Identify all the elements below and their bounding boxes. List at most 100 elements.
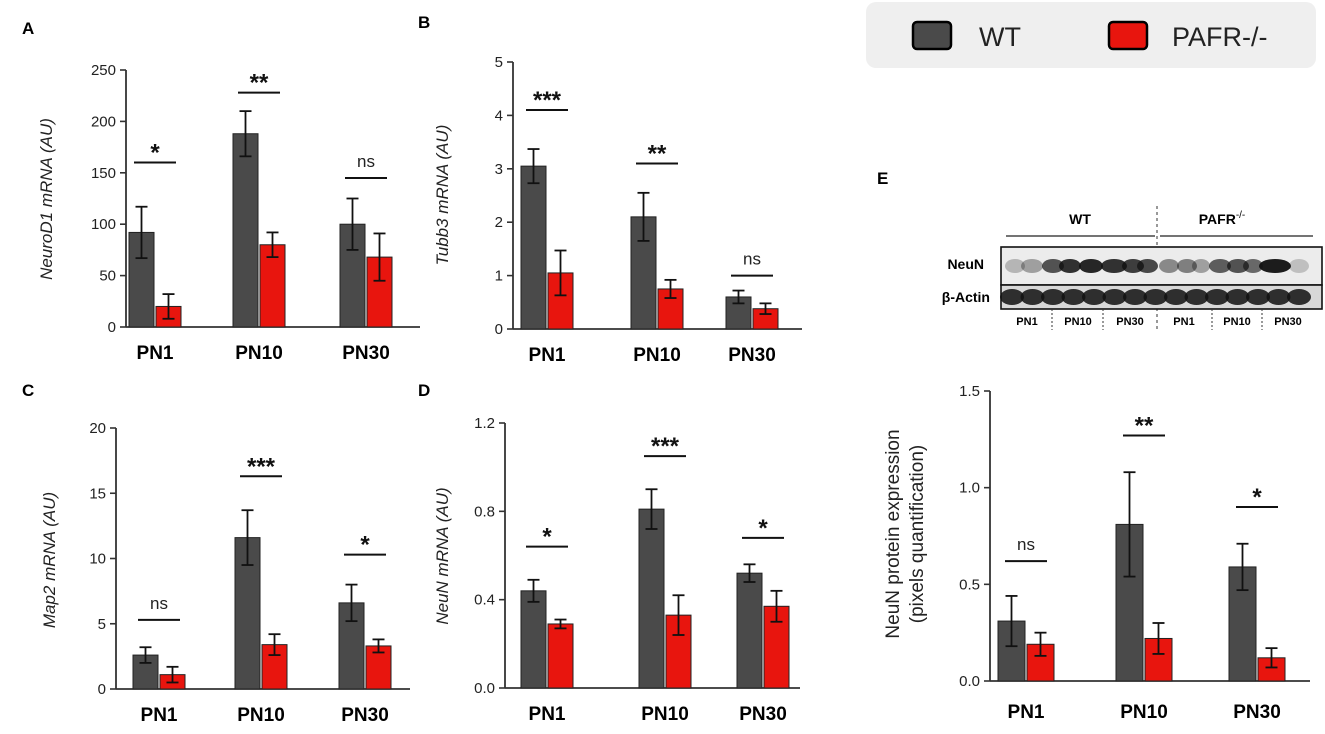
- y-tick-label: 100: [91, 216, 116, 233]
- y-axis-label: NeuroD1 mRNA (AU): [37, 118, 56, 280]
- y-tick-label: 0: [495, 321, 503, 338]
- panel-letter-e: E: [877, 169, 888, 188]
- significance-label: **: [1135, 412, 1154, 439]
- blot-lane-label: PN30: [1274, 316, 1302, 328]
- legend-background: [866, 2, 1316, 68]
- blot-lane-label: PN10: [1223, 316, 1251, 328]
- y-tick-label: 5: [98, 616, 106, 633]
- y-axis-label: NeuN protein expression: [883, 429, 904, 638]
- error-bar: [554, 618, 567, 630]
- x-tick-label: PN30: [1233, 702, 1281, 723]
- significance-label: ***: [533, 87, 562, 114]
- neun-band: [1137, 259, 1158, 273]
- neun-band: [1005, 259, 1025, 273]
- actin-band: [1266, 289, 1291, 305]
- y-tick-label: 2: [495, 214, 503, 231]
- blot-lane-label: PN30: [1116, 316, 1144, 328]
- bar-wt: [232, 133, 259, 328]
- bar-pafr: [547, 623, 574, 689]
- significance-label: *: [360, 532, 370, 559]
- error-bar: [241, 509, 254, 566]
- actin-band: [1061, 289, 1086, 305]
- error-bar: [1152, 622, 1165, 655]
- error-bar: [166, 665, 179, 684]
- chart-panel-b: B Tubb3 mRNA (AU) 0 1 2 3 4 5 PN1 *** PN10 ** PN30 ns: [418, 13, 802, 366]
- y-axis-label: Tubb3 mRNA (AU): [433, 125, 452, 266]
- error-bar: [770, 589, 783, 623]
- significance-label: ns: [357, 152, 375, 171]
- x-tick-label: PN10: [1120, 702, 1168, 723]
- x-tick-label: PN30: [739, 704, 787, 725]
- neun-bands: [1005, 259, 1309, 273]
- error-bar: [1123, 471, 1136, 578]
- chart-panel-e: NeuN protein expression (pixels quantific…: [883, 383, 1310, 723]
- y-axis-label: NeuN mRNA (AU): [433, 487, 452, 624]
- neun-band: [1079, 259, 1103, 273]
- error-bar: [732, 289, 745, 305]
- error-bar: [527, 578, 540, 603]
- actin-band: [1164, 289, 1188, 305]
- chart-panel-c: C Map2 mRNA (AU) 0 5 10 15 20 PN1 ns PN10 *** PN30 *: [22, 381, 410, 726]
- y-tick-label: 10: [89, 551, 106, 568]
- y-tick-label: 200: [91, 113, 116, 130]
- y-tick-label: 3: [495, 161, 503, 178]
- error-bar: [664, 278, 677, 299]
- actin-band: [1246, 289, 1270, 305]
- actin-band: [1184, 289, 1209, 305]
- actin-band: [1143, 289, 1168, 305]
- actin-band: [1041, 289, 1065, 305]
- neun-band: [1159, 259, 1179, 273]
- y-tick-label: 0: [98, 681, 106, 698]
- neun-band: [1101, 259, 1127, 273]
- blot-group-label-wt: WT: [1069, 211, 1091, 227]
- x-tick-label: PN1: [1008, 702, 1045, 723]
- significance-label: ns: [1017, 535, 1035, 554]
- y-tick-label: 5: [495, 54, 503, 71]
- error-bar: [645, 488, 658, 530]
- legend-label-pafr: PAFR-/-: [1172, 22, 1268, 52]
- x-tick-label: PN1: [529, 704, 566, 725]
- x-tick-label: PN1: [141, 705, 178, 726]
- y-tick-label: 1.0: [959, 480, 980, 497]
- y-tick-label: 0: [108, 319, 116, 336]
- panel-letter: B: [418, 13, 430, 32]
- bar-pafr: [1144, 637, 1173, 682]
- error-bar: [554, 249, 567, 297]
- significance-label: *: [1252, 484, 1262, 511]
- bar-pafr: [763, 605, 790, 689]
- legend-swatch-wt: [911, 20, 953, 51]
- neun-band: [1209, 259, 1231, 273]
- bar-wt: [630, 216, 657, 330]
- x-tick-label: PN30: [342, 343, 390, 364]
- panel-letter: A: [22, 19, 34, 38]
- significance-label: *: [758, 515, 768, 542]
- y-tick-label: 0.5: [959, 576, 980, 593]
- actin-bands: [1000, 289, 1311, 305]
- error-bar: [759, 302, 772, 315]
- error-bar: [268, 633, 281, 656]
- bar-wt: [520, 590, 547, 689]
- x-tick-label: PN30: [341, 705, 389, 726]
- y-tick-label: 1.2: [474, 415, 495, 432]
- western-blot: E WT PAFR-/- NeuN β-Actin PN1 PN10 PN30 …: [877, 169, 1323, 330]
- y-axis-label: Map2 mRNA (AU): [40, 492, 59, 628]
- error-bar: [346, 197, 359, 251]
- actin-band: [1020, 289, 1045, 305]
- x-tick-label: PN1: [529, 345, 566, 366]
- blot-row-label-neun: NeuN: [947, 256, 984, 272]
- significance-label: ***: [651, 433, 680, 460]
- actin-band: [1082, 289, 1106, 305]
- panel-letter: C: [22, 381, 34, 400]
- actin-band: [1225, 289, 1250, 305]
- y-tick-label: 50: [99, 268, 116, 285]
- actin-band: [1000, 289, 1024, 305]
- neun-band: [1243, 259, 1263, 273]
- bar-wt: [736, 572, 763, 689]
- error-bar: [1005, 595, 1018, 648]
- y-axis-label: (pixels quantification): [907, 445, 928, 623]
- chart-panel-a: A NeuroD1 mRNA (AU) 0 50 100 150 200 250 PN1 * PN1…: [22, 19, 420, 364]
- significance-label: *: [542, 524, 552, 551]
- y-tick-label: 20: [89, 420, 106, 437]
- actin-band: [1102, 289, 1127, 305]
